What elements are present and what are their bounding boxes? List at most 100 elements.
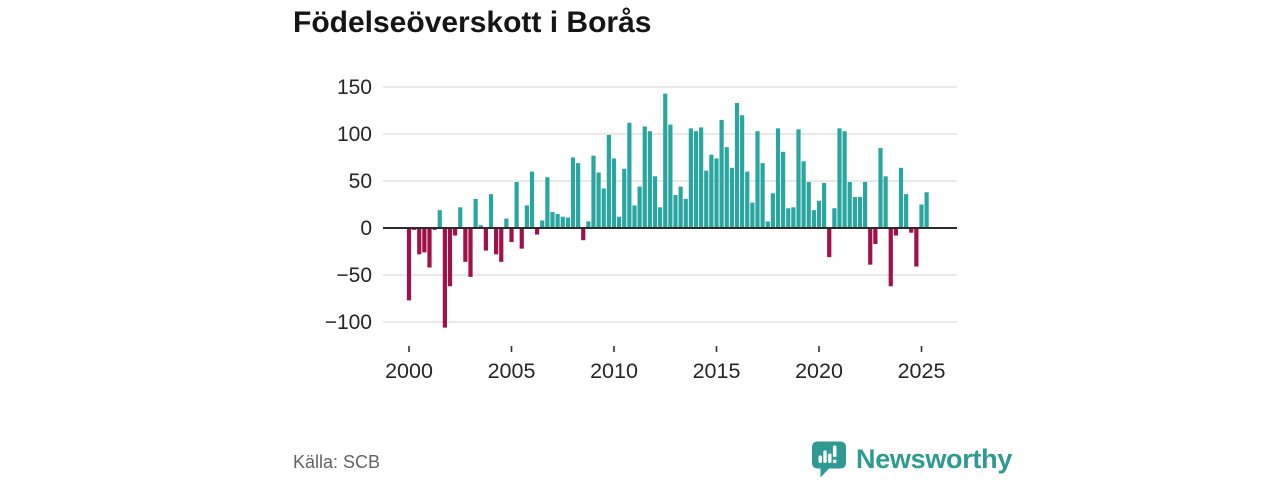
bar-2016-q4 bbox=[750, 202, 755, 228]
bar-2007-q3 bbox=[560, 216, 565, 228]
bar-2021-q1 bbox=[837, 128, 842, 228]
bar-2005-q1 bbox=[509, 228, 514, 243]
x-axis-label: 2015 bbox=[693, 359, 741, 383]
bar-2003-q2 bbox=[473, 198, 478, 228]
bar-2012-q4 bbox=[668, 124, 673, 228]
y-axis-label: 50 bbox=[349, 170, 372, 193]
bar-2004-q1 bbox=[488, 194, 494, 228]
bar-2021-q3 bbox=[847, 181, 852, 228]
bar-2010-q1 bbox=[611, 158, 617, 228]
newsworthy-logo: Newsworthy bbox=[810, 440, 1012, 478]
x-axis-label: 2000 bbox=[385, 359, 433, 383]
bar-2013-q3 bbox=[683, 198, 688, 228]
bar-2011-q1 bbox=[632, 205, 637, 228]
bar-2025-q1 bbox=[919, 204, 924, 228]
bar-2009-q3 bbox=[601, 188, 606, 228]
x-axis-label: 2020 bbox=[795, 359, 843, 383]
bar-2009-q1 bbox=[591, 155, 596, 228]
bar-2004-q4 bbox=[504, 218, 509, 228]
bar-2018-q3 bbox=[786, 208, 791, 228]
bar-2008-q3 bbox=[581, 228, 586, 241]
bar-2023-q2 bbox=[883, 176, 888, 228]
bar-2020-q2 bbox=[822, 182, 827, 228]
bar-2022-q4 bbox=[873, 228, 878, 244]
bar-2001-q4 bbox=[442, 228, 447, 328]
bar-2024-q1 bbox=[898, 167, 904, 228]
bar-2022-q2 bbox=[863, 181, 868, 228]
bar-2010-q3 bbox=[622, 168, 627, 228]
bar-2013-q1 bbox=[673, 195, 678, 228]
bar-2010-q2 bbox=[617, 216, 622, 228]
y-axis-label: 0 bbox=[360, 217, 372, 240]
mini-bar-chart-glyph bbox=[818, 445, 837, 464]
bar-2024-q2 bbox=[904, 194, 909, 228]
bar-2006-q1 bbox=[529, 171, 535, 228]
bar-2006-q3 bbox=[540, 220, 545, 228]
bar-2016-q1 bbox=[734, 102, 740, 228]
newsworthy-wordmark: Newsworthy bbox=[856, 443, 1013, 474]
bar-2018-q4 bbox=[791, 207, 796, 228]
bar-2014-q1 bbox=[693, 131, 699, 228]
bar-2012-q1 bbox=[652, 176, 658, 228]
bar-2009-q4 bbox=[606, 134, 611, 228]
bar-2020-q1 bbox=[816, 200, 822, 228]
chart-title: Födelseöverskott i Borås bbox=[293, 6, 652, 39]
x-axis-label: 2005 bbox=[488, 359, 536, 383]
bar-2010-q4 bbox=[627, 122, 632, 228]
bar-2015-q3 bbox=[724, 147, 729, 228]
bar-2003-q4 bbox=[483, 228, 488, 251]
bar-2007-q2 bbox=[555, 213, 560, 228]
y-axis-label: 150 bbox=[337, 76, 372, 99]
bar-2006-q2 bbox=[535, 228, 540, 235]
bar-2024-q3 bbox=[909, 228, 914, 233]
bar-2019-q4 bbox=[811, 210, 816, 228]
bar-2000-q1 bbox=[406, 228, 412, 301]
bar-2011-q2 bbox=[637, 186, 642, 228]
y-axis-label: −100 bbox=[325, 311, 372, 334]
bar-2015-q1 bbox=[714, 158, 719, 228]
bar-2015-q4 bbox=[729, 167, 734, 228]
bar-2002-q2 bbox=[453, 228, 458, 236]
bar-2008-q1 bbox=[570, 157, 576, 228]
bar-2012-q3 bbox=[663, 93, 668, 228]
bar-2003-q3 bbox=[478, 225, 483, 228]
bar-2022-q1 bbox=[857, 196, 863, 228]
bar-2023-q1 bbox=[878, 148, 883, 228]
bar-2001-q1 bbox=[427, 228, 432, 268]
bar-2014-q4 bbox=[709, 154, 714, 228]
bar-2005-q3 bbox=[519, 228, 524, 249]
x-axis-label: 2010 bbox=[590, 359, 638, 383]
bar-2017-q3 bbox=[765, 221, 770, 228]
bar-2017-q2 bbox=[760, 163, 765, 228]
bar-2017-q4 bbox=[770, 193, 775, 228]
bar-2016-q2 bbox=[740, 115, 745, 228]
bar-2020-q3 bbox=[827, 228, 832, 258]
source-note: Källa: SCB bbox=[293, 452, 381, 472]
bar-2000-q3 bbox=[417, 228, 422, 255]
bar-2002-q3 bbox=[458, 207, 463, 228]
bar-2005-q4 bbox=[524, 205, 529, 228]
bar-2013-q4 bbox=[688, 128, 693, 228]
newsworthy-logo-icon bbox=[812, 441, 846, 478]
y-axis-label: 100 bbox=[337, 123, 372, 146]
x-axis-label: 2025 bbox=[898, 359, 946, 383]
bar-2003-q1 bbox=[468, 228, 473, 277]
bar-2023-q4 bbox=[893, 228, 898, 236]
bar-2004-q2 bbox=[494, 228, 499, 255]
bar-2002-q1 bbox=[447, 228, 453, 287]
bar-2007-q4 bbox=[565, 217, 570, 228]
bar-2002-q4 bbox=[463, 228, 468, 262]
bar-2011-q3 bbox=[642, 126, 647, 228]
bar-2016-q3 bbox=[745, 171, 750, 228]
bar-2005-q2 bbox=[514, 181, 519, 228]
bar-2000-q4 bbox=[422, 228, 427, 253]
bar-2014-q2 bbox=[699, 127, 704, 228]
bar-2019-q3 bbox=[806, 181, 811, 228]
bar-2015-q2 bbox=[719, 119, 724, 228]
bar-2023-q3 bbox=[888, 228, 893, 287]
bar-2018-q2 bbox=[781, 151, 786, 228]
bar-2024-q4 bbox=[914, 228, 919, 267]
bar-2011-q4 bbox=[647, 131, 652, 228]
bar-2014-q3 bbox=[704, 170, 709, 228]
bar-2006-q4 bbox=[545, 177, 550, 228]
